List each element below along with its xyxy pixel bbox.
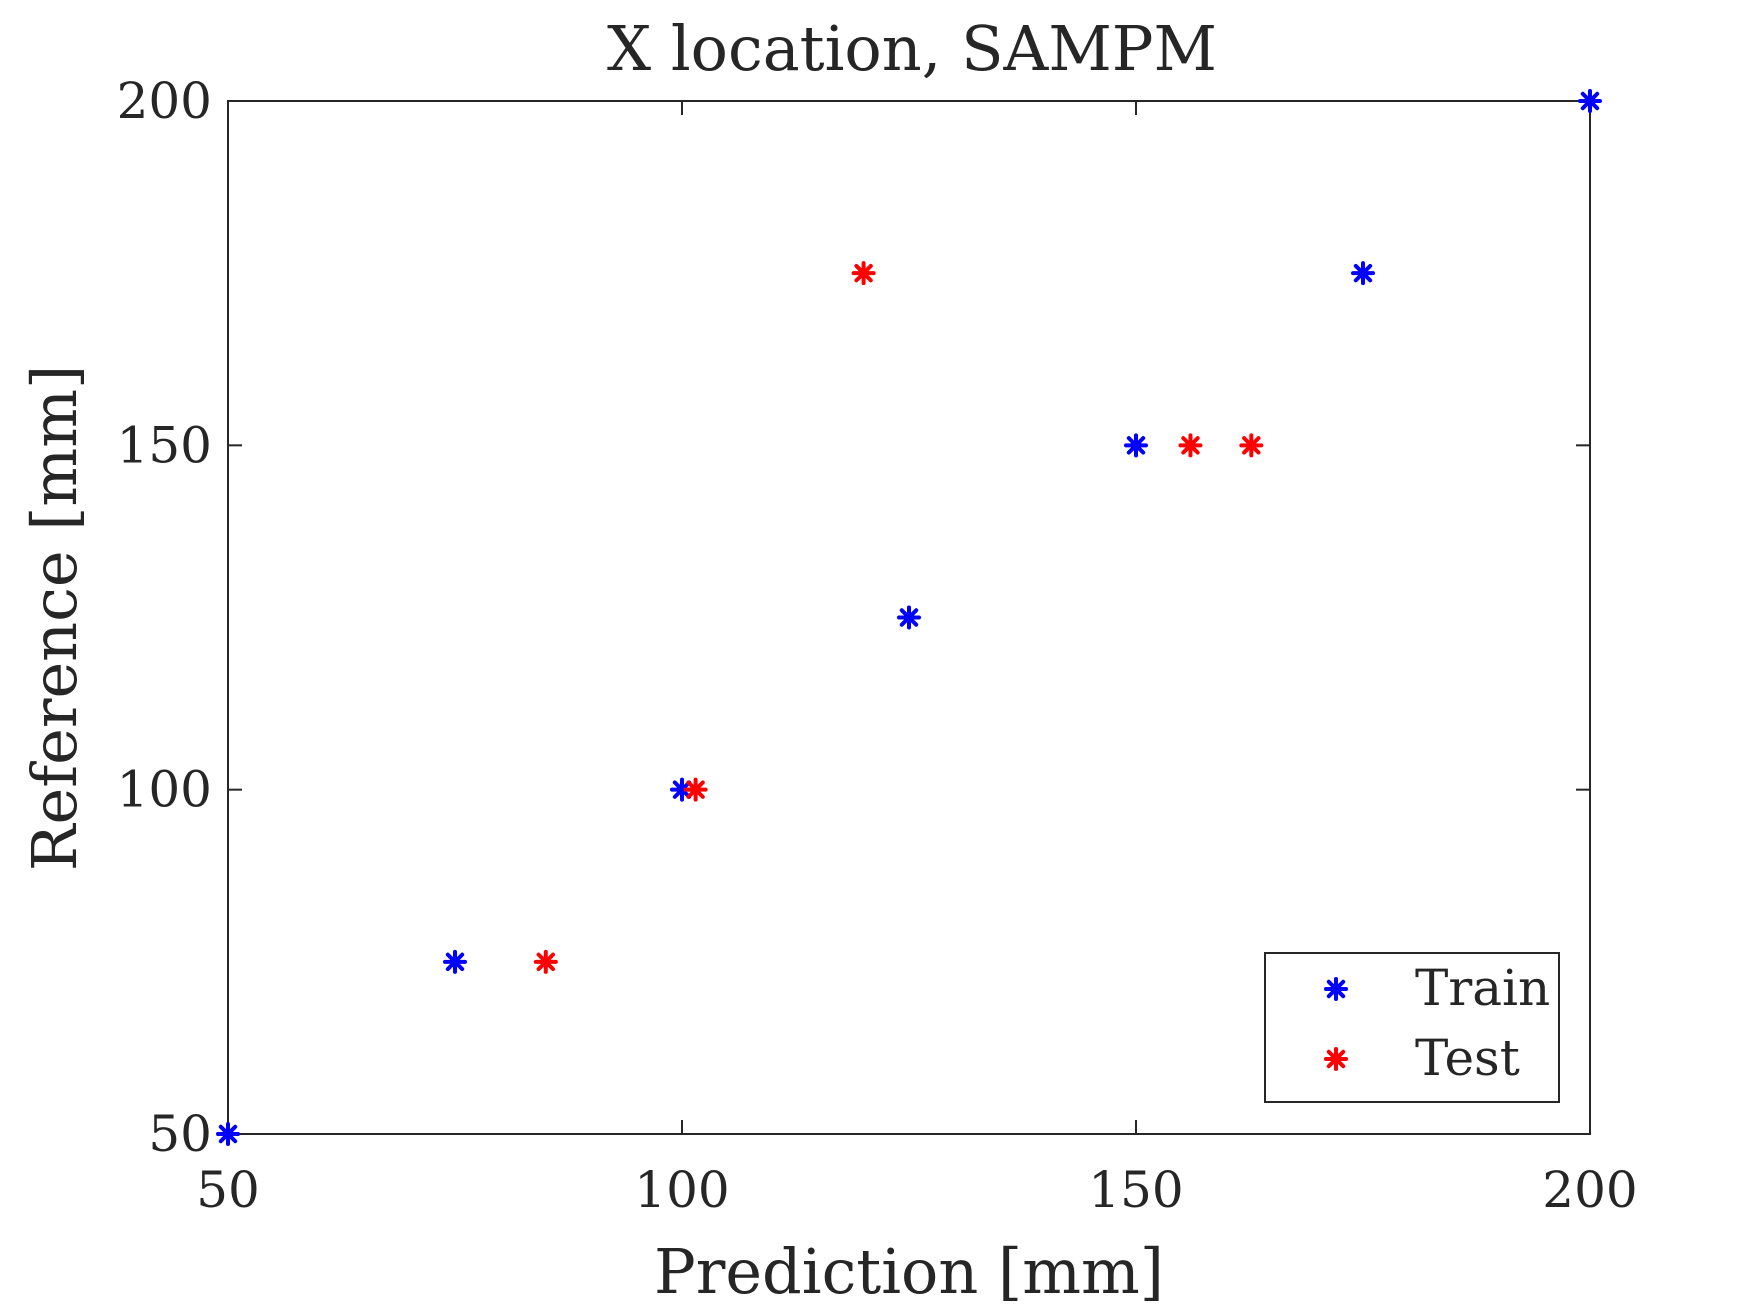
point-train (897, 605, 921, 630)
point-train (1124, 433, 1148, 458)
point-test (851, 261, 876, 286)
legend-asterisk-test-icon (1324, 1047, 1348, 1071)
x-tick-label: 100 (634, 1161, 729, 1219)
legend-asterisk-train-icon (1324, 977, 1348, 1001)
point-train (1578, 89, 1602, 113)
x-axis-label: Prediction [mm] (654, 1235, 1164, 1308)
legend: Train Test (1264, 952, 1560, 1103)
point-train (216, 1122, 240, 1146)
legend-label-train: Train (1415, 959, 1550, 1017)
x-tick-label: 200 (1542, 1161, 1637, 1219)
y-tick-label: 150 (117, 416, 212, 474)
x-tick-label: 150 (1088, 1161, 1183, 1219)
y-tick-label: 100 (117, 761, 212, 819)
x-tick-label: 50 (196, 1161, 260, 1219)
y-axis-label: Reference [mm] (18, 365, 91, 871)
y-tick-label: 200 (117, 72, 212, 130)
legend-box (1264, 952, 1560, 1103)
legend-marker-train-icon (1324, 977, 1348, 1001)
point-test (1178, 433, 1203, 458)
point-train (1351, 261, 1375, 286)
point-test (1239, 433, 1264, 458)
point-test (683, 777, 708, 802)
tick-labels: 50 100 150 200 50 100 150 200 (117, 72, 1638, 1219)
y-tick-label: 50 (148, 1105, 212, 1163)
point-train (443, 949, 467, 974)
legend-label-test: Test (1415, 1029, 1520, 1087)
chart-title: X location, SAMPM (607, 12, 1217, 85)
point-test (533, 949, 558, 974)
legend-marker-test-icon (1324, 1047, 1348, 1071)
data-points (216, 89, 1602, 1146)
